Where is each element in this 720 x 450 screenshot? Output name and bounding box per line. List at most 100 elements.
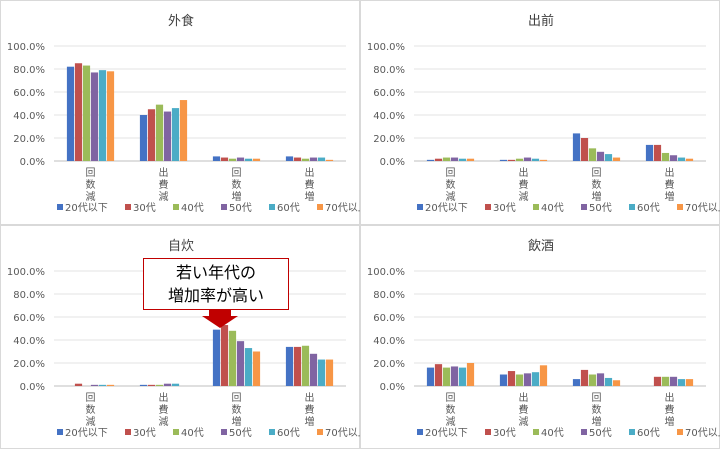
legend-swatch [57, 204, 63, 210]
bar [106, 71, 115, 161]
bar [163, 111, 172, 161]
bar [171, 108, 180, 161]
legend-label: 30代 [493, 427, 516, 439]
category-label-char: 数 [232, 403, 242, 416]
bar [317, 359, 326, 386]
bar [228, 330, 237, 386]
bar [74, 63, 83, 161]
legend-label: 60代 [277, 427, 300, 439]
y-tick-label: 40.0% [13, 336, 45, 347]
bar [499, 159, 508, 161]
bar [220, 157, 229, 161]
legend-label: 50代 [589, 202, 612, 214]
bar [434, 158, 443, 161]
category-label-char: 増 [665, 190, 675, 203]
category-label-char: 数 [592, 178, 602, 191]
category-label-char: 費 [159, 178, 169, 191]
bar [90, 72, 99, 161]
bar [317, 157, 326, 161]
legend-swatch [677, 204, 683, 210]
bar [66, 66, 75, 161]
y-tick-label: 40.0% [13, 111, 45, 122]
y-tick-label: 80.0% [13, 290, 45, 301]
category-label-char: 減 [446, 190, 456, 203]
bar [98, 70, 107, 161]
bar [450, 157, 459, 161]
legend-swatch [629, 429, 635, 435]
bar [155, 104, 164, 161]
bar [466, 158, 475, 161]
bar [669, 376, 678, 386]
bar [252, 158, 261, 161]
category-label-char: 数 [86, 403, 96, 416]
legend-swatch [173, 204, 179, 210]
legend-swatch [269, 429, 275, 435]
bar [252, 351, 261, 386]
category-label-char: 増 [305, 415, 315, 428]
bar [580, 369, 589, 386]
category-label-char: 回 [232, 167, 242, 179]
legend-swatch [485, 204, 491, 210]
category-label-char: 数 [232, 178, 242, 191]
category-label-char: 回 [446, 167, 456, 179]
category-label-char: 増 [592, 190, 602, 203]
callout-line-1: 若い年代の [175, 263, 256, 282]
y-tick-label: 80.0% [373, 65, 405, 76]
category-label-char: 増 [232, 415, 242, 428]
bar [90, 384, 99, 386]
category-label-char: 数 [446, 178, 456, 191]
chart-svg: 飲酒0.0%20.0%40.0%60.0%80.0%100.0%回数減出費減回数… [367, 238, 720, 439]
bar [653, 144, 662, 161]
bar [325, 159, 334, 161]
y-tick-label: 60.0% [13, 313, 45, 324]
category-label-char: 出 [519, 166, 529, 179]
legend-swatch [317, 204, 323, 210]
category-label-char: 費 [665, 403, 675, 416]
category-label-char: 費 [519, 403, 529, 416]
category-label-char: 費 [665, 178, 675, 191]
bar [685, 379, 694, 386]
y-tick-label: 0.0% [380, 382, 405, 393]
bar [515, 158, 524, 161]
legend-label: 50代 [589, 427, 612, 439]
category-label-char: 数 [446, 403, 456, 416]
bar [228, 158, 237, 161]
category-label-char: 費 [305, 403, 315, 416]
chart-title: 自炊 [168, 239, 194, 254]
bar [163, 383, 172, 386]
y-tick-label: 20.0% [373, 134, 405, 145]
legend-label: 40代 [181, 202, 204, 214]
bar [499, 374, 508, 386]
legend-label: 20代以下 [425, 202, 468, 214]
y-tick-label: 80.0% [13, 65, 45, 76]
bar [612, 157, 621, 161]
legend-label: 30代 [493, 202, 516, 214]
chart-panel-eating-out: 外食 0.0% 20.0% 40.0% 60.0% 80.0% 100.0% 回数減出費減回数… [0, 0, 361, 225]
bar [604, 154, 613, 161]
legend-swatch [417, 204, 423, 210]
bar [212, 156, 221, 161]
bar [612, 380, 621, 386]
y-tick-label: 100.0% [367, 267, 405, 278]
bar [301, 345, 310, 386]
y-tick-label: 20.0% [373, 359, 405, 370]
legend-label: 70代以上 [325, 202, 361, 214]
legend-label: 50代 [229, 202, 252, 214]
y-tick-label: 40.0% [373, 111, 405, 122]
legend-swatch [317, 429, 323, 435]
bar [285, 346, 294, 386]
bar [604, 377, 613, 386]
y-tick-label: 100.0% [7, 267, 45, 278]
chart-title: 出前 [528, 13, 554, 29]
bar [596, 373, 605, 386]
bar [147, 384, 156, 386]
legend-swatch [125, 429, 131, 435]
category-label-char: 減 [159, 190, 169, 203]
callout-arrow-shape [202, 310, 238, 328]
legend-swatch [629, 204, 635, 210]
bar [669, 155, 678, 161]
category-label-char: 減 [446, 415, 456, 428]
bar [531, 372, 540, 386]
bar [309, 157, 318, 161]
category-label-char: 減 [519, 415, 529, 428]
